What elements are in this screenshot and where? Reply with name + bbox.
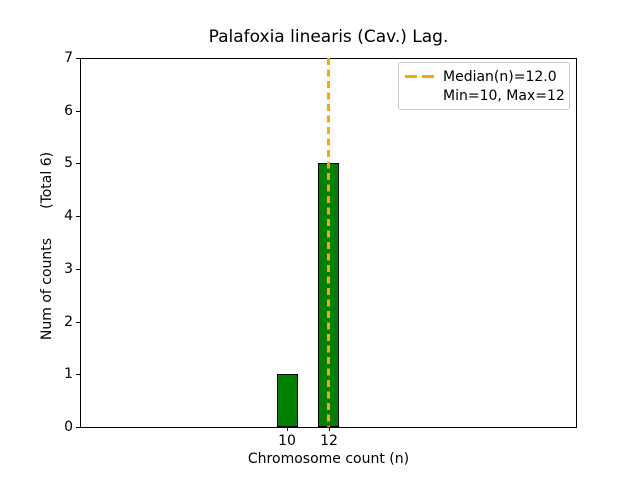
x-tick-label: 12 — [320, 433, 338, 449]
legend-minmax-label: Min=10, Max=12 — [443, 87, 565, 104]
y-tick-label: 3 — [64, 261, 73, 277]
legend: Median(n)=12.0 Min=10, Max=12 — [398, 62, 570, 110]
x-tick-mark — [287, 427, 288, 431]
y-tick-label: 4 — [64, 208, 73, 224]
legend-entry-minmax: Min=10, Max=12 — [405, 86, 565, 105]
legend-spacer — [405, 94, 434, 97]
y-tick-label: 5 — [64, 155, 73, 171]
y-tick-mark — [76, 374, 80, 375]
y-tick-label: 1 — [64, 366, 73, 382]
y-tick-mark — [76, 427, 80, 428]
bar-n10 — [277, 374, 298, 427]
y-tick-label: 2 — [64, 314, 73, 330]
y-axis-label: Num of counts (Total 6) — [39, 152, 55, 340]
x-axis-label: Chromosome count (n) — [247, 451, 410, 467]
median-line — [327, 58, 330, 427]
legend-entry-median: Median(n)=12.0 — [405, 67, 563, 86]
x-tick-label: 10 — [278, 433, 296, 449]
y-tick-mark — [76, 111, 80, 112]
y-tick-label: 0 — [64, 419, 73, 435]
y-tick-mark — [76, 163, 80, 164]
median-line-sample-icon — [405, 75, 434, 78]
chart-title: Palafoxia linearis (Cav.) Lag. — [208, 27, 449, 47]
legend-median-label: Median(n)=12.0 — [443, 68, 557, 85]
y-tick-label: 6 — [64, 103, 73, 119]
y-tick-mark — [76, 58, 80, 59]
y-tick-mark — [76, 216, 80, 217]
y-tick-mark — [76, 322, 80, 323]
y-tick-label: 7 — [64, 50, 73, 66]
y-tick-mark — [76, 269, 80, 270]
x-tick-mark — [329, 427, 330, 431]
